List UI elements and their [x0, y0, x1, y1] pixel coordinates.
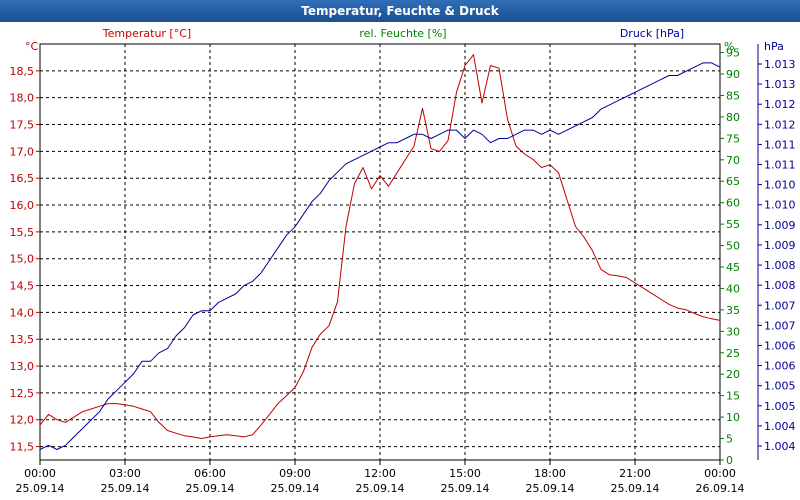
pressure-axis-label: Druck [hPa] — [620, 27, 684, 40]
humidity-tick-label: 70 — [726, 154, 740, 167]
pressure-ticks: 1.004 1.004 1.005 1.005 1.006 1.006 1.007 1.007… — [758, 58, 796, 453]
temperature-tick-label: 15,0 — [10, 253, 35, 266]
temperature-tick-label: 18,0 — [10, 92, 35, 105]
x-tick-time: 12:00 — [364, 467, 396, 480]
pressure-tick-label: 1.006 — [764, 339, 796, 352]
humidity-tick-label: 30 — [726, 325, 740, 338]
x-tick-date: 26.09.14 — [696, 482, 745, 495]
humidity-unit: % — [724, 40, 734, 53]
pressure-tick-label: 1.013 — [764, 78, 796, 91]
temperature-tick-label: 11,5 — [10, 441, 35, 454]
temperature-tick-label: 14,0 — [10, 306, 35, 319]
temperature-tick-label: 17,0 — [10, 145, 35, 158]
humidity-tick-label: 20 — [726, 368, 740, 381]
x-tick-time: 15:00 — [449, 467, 481, 480]
pressure-tick-label: 1.004 — [764, 420, 796, 433]
humidity-tick-label: 15 — [726, 390, 740, 403]
pressure-tick-label: 1.007 — [764, 319, 796, 332]
pressure-tick-label: 1.012 — [764, 98, 796, 111]
humidity-tick-label: 40 — [726, 282, 740, 295]
temperature-tick-label: 15,5 — [10, 226, 35, 239]
humidity-tick-label: 10 — [726, 411, 740, 424]
temperature-tick-label: 16,0 — [10, 199, 35, 212]
temperature-ticks: 11,5 12,0 12,5 13,0 13,5 14,0 14,5 15,0 15,5 16,0… — [10, 65, 40, 454]
pressure-tick-label: 1.008 — [764, 279, 796, 292]
grid — [40, 44, 720, 460]
series-lines — [39, 54, 721, 450]
pressure-tick-label: 1.009 — [764, 219, 796, 232]
pressure-unit: hPa — [764, 40, 784, 53]
pressure-tick-label: 1.011 — [764, 138, 796, 151]
x-tick-time: 03:00 — [109, 467, 141, 480]
temperature-tick-label: 13,0 — [10, 360, 35, 373]
x-tick-date: 25.09.14 — [526, 482, 575, 495]
pressure-tick-label: 1.004 — [764, 440, 796, 453]
humidity-tick-label: 85 — [726, 89, 740, 102]
x-tick-date: 25.09.14 — [101, 482, 150, 495]
pressure-tick-label: 1.008 — [764, 259, 796, 272]
temperature-tick-label: 16,5 — [10, 172, 35, 185]
humidity-tick-label: 60 — [726, 197, 740, 210]
temperature-tick-label: 12,0 — [10, 414, 35, 427]
x-tick-time: 06:00 — [194, 467, 226, 480]
pressure-tick-label: 1.013 — [764, 58, 796, 71]
temperature-axis-label: Temperatur [°C] — [102, 27, 191, 40]
series-line-druck — [39, 62, 721, 450]
humidity-axis-label: rel. Feuchte [%] — [359, 27, 446, 40]
humidity-ticks: 0 5 10 15 20 25 30 35 40 45 50 55 60 65 70 75 80 85 90 95 — [720, 47, 740, 467]
humidity-tick-label: 90 — [726, 68, 740, 81]
humidity-tick-label: 0 — [726, 454, 733, 467]
temperature-tick-label: 12,5 — [10, 387, 35, 400]
humidity-tick-label: 65 — [726, 175, 740, 188]
plot-frame — [39, 43, 759, 461]
series-line-temperatur — [39, 54, 721, 439]
humidity-tick-label: 50 — [726, 240, 740, 253]
humidity-tick-label: 35 — [726, 304, 740, 317]
temperature-tick-label: 14,5 — [10, 280, 35, 293]
humidity-tick-label: 80 — [726, 111, 740, 124]
x-tick-date: 25.09.14 — [271, 482, 320, 495]
pressure-tick-label: 1.005 — [764, 400, 796, 413]
temperature-tick-label: 18,5 — [10, 65, 35, 78]
x-tick-date: 25.09.14 — [16, 482, 65, 495]
temperature-tick-label: 17,5 — [10, 119, 35, 132]
x-tick-time: 00:00 — [24, 467, 56, 480]
weather-chart: Temperatur [°C] rel. Feuchte [%] Druck [… — [10, 27, 796, 495]
humidity-tick-label: 95 — [726, 47, 740, 60]
x-tick-date: 25.09.14 — [186, 482, 235, 495]
window-title: Temperatur, Feuchte & Druck — [0, 0, 800, 22]
temperature-unit: °C — [25, 40, 39, 53]
humidity-tick-label: 55 — [726, 218, 740, 231]
pressure-tick-label: 1.006 — [764, 360, 796, 373]
x-tick-date: 25.09.14 — [356, 482, 405, 495]
humidity-tick-label: 45 — [726, 261, 740, 274]
x-tick-date: 25.09.14 — [611, 482, 660, 495]
x-tick-time: 18:00 — [534, 467, 566, 480]
x-tick-date: 25.09.14 — [441, 482, 490, 495]
pressure-tick-label: 1.010 — [764, 179, 796, 192]
time-ticks: 00:00 25.09.14 03:00 25.09.14 06:00 25.09.14 0… — [16, 460, 745, 495]
x-tick-time: 00:00 — [704, 467, 736, 480]
humidity-tick-label: 5 — [726, 433, 733, 446]
pressure-tick-label: 1.007 — [764, 299, 796, 312]
x-tick-time: 21:00 — [619, 467, 651, 480]
pressure-tick-label: 1.005 — [764, 380, 796, 393]
pressure-tick-label: 1.011 — [764, 159, 796, 172]
x-tick-time: 09:00 — [279, 467, 311, 480]
humidity-tick-label: 75 — [726, 132, 740, 145]
pressure-tick-label: 1.009 — [764, 239, 796, 252]
humidity-tick-label: 25 — [726, 347, 740, 360]
pressure-tick-label: 1.010 — [764, 199, 796, 212]
temperature-tick-label: 13,5 — [10, 333, 35, 346]
pressure-tick-label: 1.012 — [764, 118, 796, 131]
